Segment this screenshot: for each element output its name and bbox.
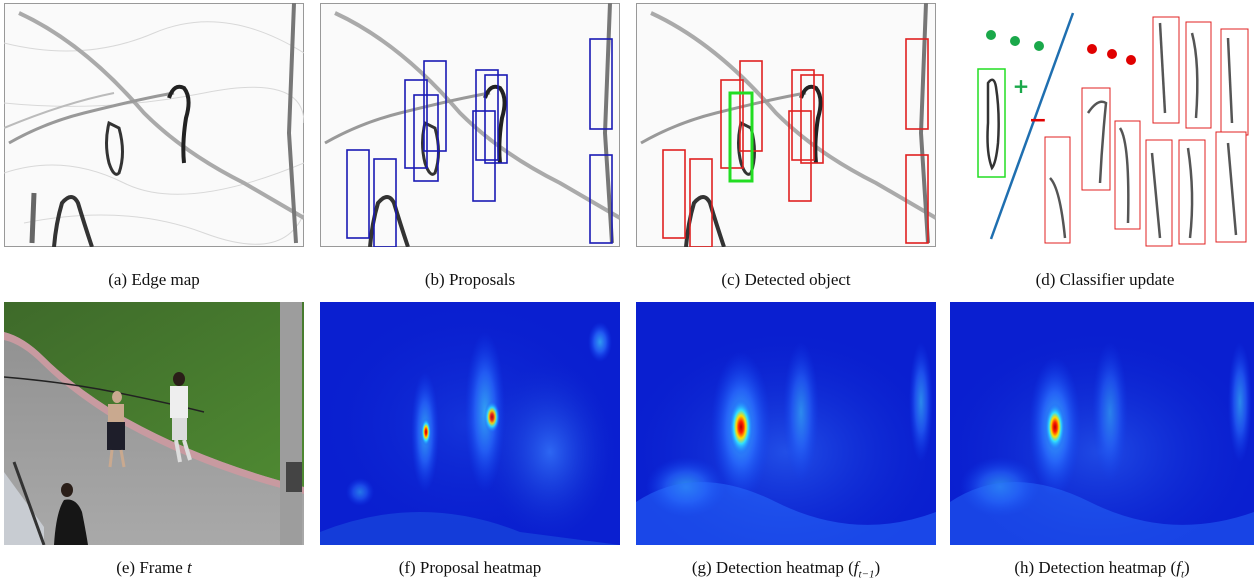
proposal-box: [589, 38, 613, 130]
classifier-update-diagram: + −: [977, 12, 1249, 247]
negative-sign: −: [1029, 108, 1047, 133]
separator-line: [989, 12, 1075, 240]
proposal-box: [413, 94, 439, 182]
proposal-box: [404, 79, 428, 169]
caption-detection-heatmap-prev: (g) Detection heatmap (ft−1): [691, 558, 881, 581]
panel-edge-map: [4, 3, 304, 247]
proposal-box: [423, 60, 447, 152]
caption-detection-heatmap-current: (h) Detection heatmap (ft): [1014, 558, 1190, 581]
negative-dot: [1107, 49, 1117, 59]
proposal-box: [346, 149, 370, 239]
proposal-box: [373, 158, 397, 247]
positive-sample: [977, 68, 1006, 178]
negative-box: [788, 110, 812, 202]
caption-proposals: (b) Proposals: [424, 270, 516, 289]
negative-sample: [1185, 21, 1212, 129]
negative-dot: [1126, 55, 1136, 65]
positive-dot: [1010, 36, 1020, 46]
proposal-box: [589, 154, 613, 244]
panel-proposals: [320, 3, 620, 247]
positive-sign: +: [1013, 74, 1030, 98]
proposal-box: [484, 74, 508, 164]
negative-box: [662, 149, 686, 239]
panel-classifier-update: + −: [960, 3, 1254, 247]
edge-map-image: [4, 3, 304, 247]
panel-proposal-heatmap: [320, 302, 620, 545]
proposal-heatmap-image: [320, 302, 620, 545]
negative-sample: [1220, 28, 1249, 136]
caption-classifier-update: (d) Classifier update: [1035, 270, 1175, 289]
caption-detected-object: (c) Detected object: [721, 270, 851, 289]
negative-box: [905, 154, 929, 244]
panel-detected-object: [636, 3, 936, 247]
caption-frame: (e) Frame t: [116, 558, 192, 577]
detection-heatmap-current-image: [950, 302, 1254, 545]
caption-edge-map: (a) Edge map: [108, 270, 200, 289]
negative-box: [689, 158, 713, 247]
frame-image: [4, 302, 304, 545]
negative-box: [720, 79, 744, 169]
proposal-box: [475, 69, 499, 161]
negative-dot: [1087, 44, 1097, 54]
proposals-image: [320, 3, 620, 247]
proposal-box: [472, 110, 496, 202]
positive-dot: [986, 30, 996, 40]
negative-box: [905, 38, 929, 130]
negative-box: [800, 74, 824, 164]
panel-detection-heatmap-current: [950, 302, 1254, 545]
detection-heatmap-prev-image: [636, 302, 936, 545]
positive-dot: [1034, 41, 1044, 51]
negative-sample: [1152, 16, 1180, 124]
panel-detection-heatmap-prev: [636, 302, 936, 545]
positive-box: [728, 91, 754, 183]
panel-frame: [4, 302, 304, 545]
caption-proposal-heatmap: (f) Proposal heatmap: [398, 558, 542, 577]
detected-object-image: [636, 3, 936, 247]
negative-box: [791, 69, 815, 161]
